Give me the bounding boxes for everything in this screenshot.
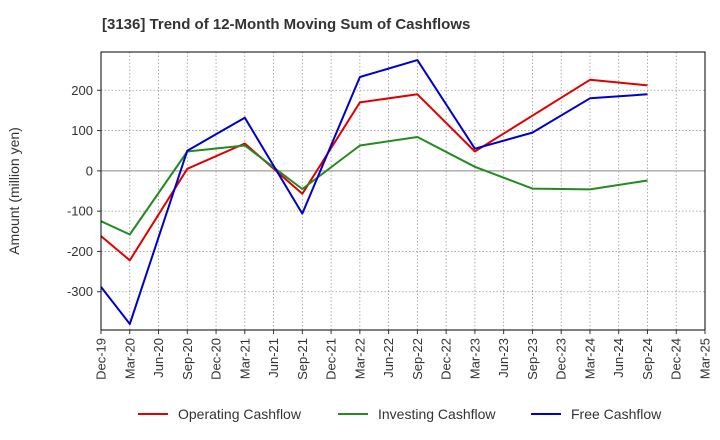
y-axis: -300 -200 -100 0 100 200 [67, 83, 101, 299]
x-tick-label: Jun-20 [151, 338, 166, 378]
y-tick-label: 100 [71, 123, 93, 138]
series-line-free-cashflow [100, 59, 648, 325]
y-tick-label: -300 [67, 284, 93, 299]
plot-background [101, 52, 705, 330]
x-tick-label: Mar-21 [237, 338, 252, 379]
x-tick-label: Mar-23 [467, 338, 482, 379]
legend: Operating Cashflow Investing Cashflow Free… [138, 406, 662, 422]
x-tick-label: Jun-24 [611, 338, 626, 378]
x-tick-label: Mar-20 [122, 338, 137, 379]
x-tick-label: Mar-24 [582, 338, 597, 379]
legend-label-free-cashflow: Free Cashflow [571, 406, 662, 422]
chart-title: [3136] Trend of 12-Month Moving Sum of C… [102, 16, 471, 33]
x-tick-label: Sep-22 [410, 338, 425, 380]
x-tick-label: Dec-24 [669, 338, 684, 380]
legend-label-investing-cashflow: Investing Cashflow [378, 406, 496, 422]
x-tick-label: Sep-21 [295, 338, 310, 380]
x-tick-label: Sep-23 [525, 338, 540, 380]
x-tick-label: Mar-22 [352, 338, 367, 379]
y-tick-label: 200 [71, 83, 93, 98]
series-line-investing-cashflow [100, 136, 648, 236]
series-lines [100, 59, 648, 325]
y-tick-label: -200 [67, 244, 93, 259]
x-tick-label: Sep-24 [640, 338, 655, 380]
plot-frame [100, 51, 706, 331]
x-tick-label: Dec-21 [324, 338, 339, 380]
legend-label-operating-cashflow: Operating Cashflow [178, 406, 302, 422]
x-tick-label: Dec-20 [209, 338, 224, 380]
series-line-operating-cashflow [100, 78, 648, 262]
x-tick-label: Jun-22 [381, 338, 396, 378]
x-tick-label: Jun-21 [266, 338, 281, 378]
x-tick-label: Sep-20 [180, 338, 195, 380]
x-tick-label: Dec-22 [439, 338, 454, 380]
y-tick-label: 0 [86, 163, 93, 178]
x-tick-label: Dec-23 [554, 338, 569, 380]
x-tick-label: Mar-25 [698, 338, 713, 379]
x-tick-label: Jun-23 [496, 338, 511, 378]
y-axis-label: Amount (million yen) [6, 127, 22, 255]
y-tick-label: -100 [67, 204, 93, 219]
x-tick-label: Dec-19 [94, 338, 109, 380]
x-axis: Dec-19 Mar-20 Jun-20 Sep-20 Dec-20 Mar-21 Jun-… [94, 330, 713, 380]
